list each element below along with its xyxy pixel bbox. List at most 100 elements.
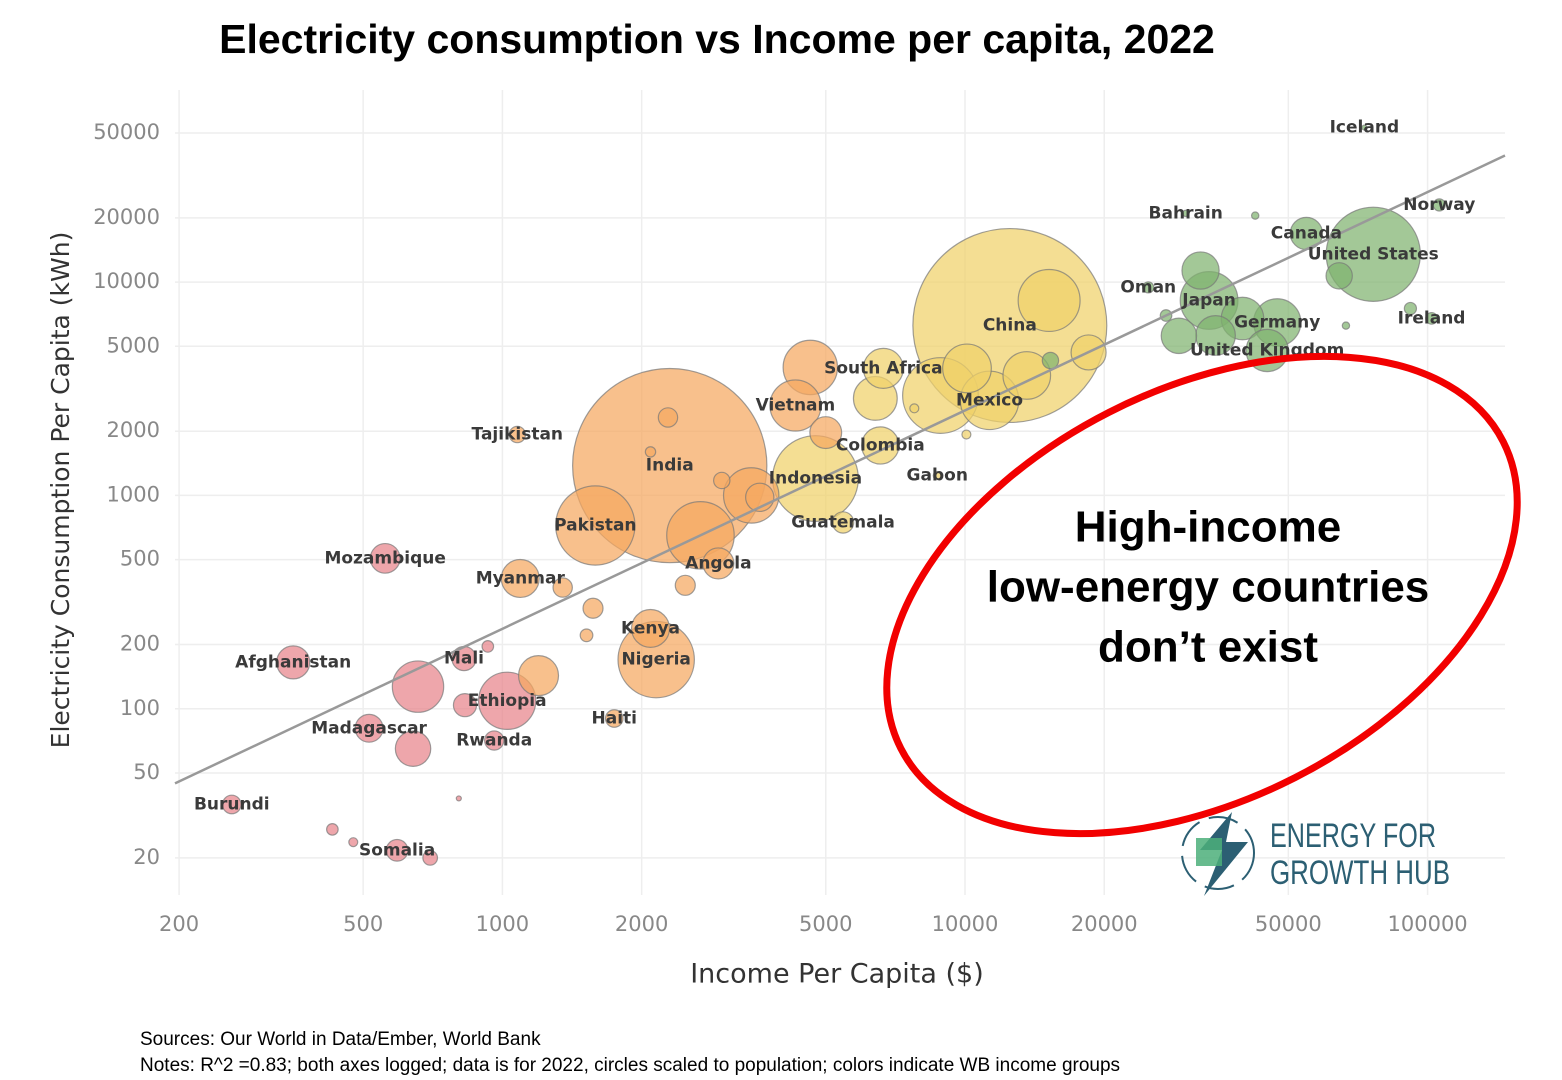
bubble	[674, 574, 696, 596]
y-tick-label: 10000	[93, 269, 160, 293]
bubble	[769, 379, 822, 432]
bubble	[326, 823, 339, 836]
bubble	[276, 645, 311, 680]
chart-title: Electricity consumption vs Income per ca…	[219, 16, 1215, 62]
y-tick-label: 20000	[93, 205, 160, 229]
bubble	[1250, 211, 1260, 220]
bubble	[1325, 262, 1353, 290]
x-tick-label: 100000	[1388, 912, 1468, 936]
country-label: Gabon	[907, 465, 968, 485]
country-label: South Africa	[824, 358, 943, 378]
country-label: Tajikistan	[472, 425, 563, 445]
bubble	[1403, 301, 1418, 316]
country-label: Mali	[444, 649, 484, 669]
bubble	[1361, 124, 1368, 131]
annotation-line: don’t exist	[1098, 623, 1318, 672]
bubble	[481, 640, 495, 653]
x-tick-label: 1000	[476, 912, 529, 936]
x-tick-label: 5000	[799, 912, 852, 936]
bubble	[1341, 321, 1351, 330]
country-label: Norway	[1403, 195, 1475, 215]
highlight-ellipse	[883, 352, 1521, 838]
bubble	[422, 849, 439, 866]
bubble	[657, 407, 679, 428]
country-label: Haiti	[592, 709, 637, 729]
logo-ring	[1181, 816, 1255, 890]
annotation-line: low-energy countries	[987, 563, 1430, 612]
bubble	[484, 730, 505, 751]
country-label: Indonesia	[769, 469, 862, 489]
bubble	[644, 446, 657, 458]
x-tick-label: 10000	[932, 912, 999, 936]
bubble	[452, 693, 478, 718]
country-label: Kenya	[621, 618, 680, 638]
y-tick-label: 50	[133, 760, 160, 784]
country-label: Oman	[1120, 277, 1176, 297]
bubble	[1041, 351, 1060, 370]
country-label: Somalia	[359, 840, 435, 860]
x-tick-label: 50000	[1255, 912, 1322, 936]
x-tick-label: 200	[159, 912, 199, 936]
bubble	[630, 608, 671, 648]
bubble	[517, 655, 560, 697]
country-label: United States	[1308, 244, 1439, 264]
source-note: Notes: R^2 =0.83; both axes logged; data…	[140, 1055, 1120, 1076]
logo-bolt	[1200, 812, 1248, 896]
logo-block	[1196, 838, 1222, 866]
country-label: Germany	[1234, 312, 1320, 332]
country-label: Bahrain	[1149, 203, 1223, 223]
bubble	[354, 713, 384, 743]
bubble	[555, 485, 636, 566]
x-tick-label: 2000	[615, 912, 668, 936]
bubble	[582, 597, 604, 619]
x-axis-title: Income Per Capita ($)	[690, 959, 984, 990]
country-label: Mozambique	[324, 548, 445, 568]
country-label: Ireland	[1398, 308, 1466, 328]
country-label: Nigeria	[621, 650, 690, 670]
bubble	[579, 628, 594, 643]
bubble	[961, 429, 972, 440]
country-label: Madagascar	[311, 718, 427, 738]
country-label: Iceland	[1330, 118, 1400, 138]
y-tick-label: 5000	[107, 333, 160, 357]
bubble	[1432, 198, 1446, 212]
bubble	[942, 343, 992, 394]
bubble	[221, 794, 242, 815]
annotation: High-income low-energy countries don’t e…	[987, 503, 1430, 672]
x-tick-label: 20000	[1071, 912, 1138, 936]
bubble	[862, 347, 904, 389]
country-label: Guatemala	[791, 512, 895, 532]
bubble	[500, 558, 540, 599]
bubble	[1160, 317, 1198, 355]
y-tick-label: 20	[133, 845, 160, 869]
bubble	[1425, 311, 1439, 325]
annotation-line: High-income	[1075, 503, 1341, 552]
bubble	[394, 730, 432, 767]
bubble	[455, 795, 462, 802]
country-label: Angola	[685, 553, 751, 573]
bubble	[1142, 281, 1155, 294]
bubble	[385, 838, 409, 862]
country-label: Burundi	[194, 794, 270, 814]
y-tick-label: 200	[120, 632, 160, 656]
labels: Mozambique Afghanistan Mali Ethiopia Madagas…	[174, 118, 1506, 860]
country-label: Myanmar	[476, 568, 566, 588]
bubble	[348, 837, 359, 848]
country-label: Colombia	[836, 435, 925, 455]
y-tick-label: 500	[120, 547, 160, 571]
bubble	[369, 542, 401, 574]
bubble	[909, 403, 920, 414]
bubble	[713, 471, 731, 490]
y-axis-title: Electricity Consumption Per Capita (kWh)	[46, 232, 75, 749]
logo-text: GROWTH HUB	[1270, 854, 1450, 892]
y-tick-label: 50000	[93, 120, 160, 144]
bubble	[1181, 209, 1190, 218]
bubble	[809, 416, 843, 450]
y-tick-label: 2000	[107, 418, 160, 442]
bubble	[1017, 268, 1081, 333]
country-label: Pakistan	[554, 515, 636, 535]
bubbles	[221, 124, 1446, 866]
bubble	[1181, 251, 1220, 290]
